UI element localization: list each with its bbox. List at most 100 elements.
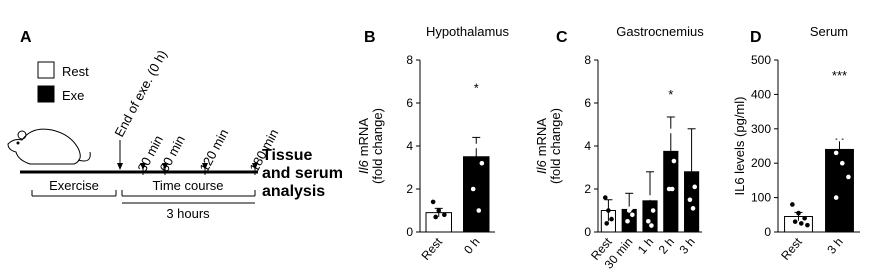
arrow-head <box>140 163 146 170</box>
data-point <box>671 158 677 164</box>
y-tick-label: 200 <box>751 156 771 170</box>
x-tick-label: Rest <box>418 234 445 262</box>
chart-title: Hypothalamus <box>426 24 510 39</box>
data-point <box>843 143 848 149</box>
bar <box>463 156 490 233</box>
data-point <box>628 206 633 211</box>
data-point <box>837 136 842 142</box>
y-tick-label: 8 <box>406 53 413 67</box>
phase-label: Time course <box>152 178 223 193</box>
data-point <box>690 206 696 211</box>
y-axis-label-text: mRNA <box>356 118 371 157</box>
data-point <box>470 186 476 192</box>
data-point <box>669 186 675 192</box>
chart-title: Serum <box>810 24 848 39</box>
data-point <box>604 221 610 226</box>
data-point <box>430 199 436 205</box>
panel-letter: C <box>556 29 568 46</box>
bar <box>663 150 679 233</box>
x-tick-label: 1 h <box>635 235 656 257</box>
data-point <box>692 184 698 190</box>
data-point <box>798 221 804 226</box>
legend-swatch <box>37 61 55 79</box>
data-point <box>796 210 801 216</box>
y-tick-label: 4 <box>584 139 591 153</box>
y-axis-label-text: mRNA <box>534 118 549 157</box>
data-point <box>790 202 795 207</box>
bar <box>825 148 854 233</box>
data-point <box>846 174 851 180</box>
legend-label: Exe <box>62 88 84 103</box>
y-tick-label: 6 <box>406 96 413 110</box>
data-point <box>831 81 836 87</box>
y-axis-label-italic: Il6 <box>356 160 371 175</box>
y-tick-label: 8 <box>584 53 591 67</box>
data-point <box>689 122 694 127</box>
y-tick-label: 0 <box>764 225 771 239</box>
significance: *** <box>832 68 847 83</box>
data-point <box>646 218 651 224</box>
bar <box>684 171 700 233</box>
phase-brackets <box>31 190 256 204</box>
arrow-head <box>252 163 258 170</box>
data-point <box>625 218 630 224</box>
y-tick-label: 6 <box>584 96 591 110</box>
endpoint-label: Tissue <box>262 147 313 164</box>
data-point <box>802 215 807 221</box>
y-tick-label: 0 <box>406 225 413 239</box>
legend-label: Rest <box>62 64 89 79</box>
data-point <box>473 143 479 149</box>
data-point <box>686 94 691 99</box>
y-tick-label: 500 <box>751 53 771 67</box>
y-tick-label: 400 <box>751 87 771 101</box>
data-point <box>805 222 810 228</box>
data-point <box>647 195 653 200</box>
arrow-head <box>202 163 208 170</box>
panel-letter: A <box>20 29 32 46</box>
x-tick-label: Rest <box>778 234 805 262</box>
data-point <box>687 197 693 203</box>
data-point <box>644 184 650 190</box>
data-point <box>479 160 485 166</box>
endpoint-label: and serum <box>262 165 343 182</box>
panel-letter: B <box>364 29 376 46</box>
data-point <box>606 208 611 213</box>
significance: * <box>668 87 673 102</box>
y-axis-label: Il6 mRNA <box>356 118 371 174</box>
data-point <box>476 208 482 213</box>
x-tick-label: 3 h <box>824 235 845 257</box>
panel-letter: D <box>750 29 762 46</box>
arrow-head <box>117 163 123 170</box>
y-axis-label: Il6 mRNA <box>534 118 549 174</box>
data-point <box>468 94 473 99</box>
x-tick-label: 0 h <box>461 235 482 257</box>
y-tick-label: 0 <box>584 225 591 239</box>
data-point <box>602 195 608 200</box>
data-point <box>609 216 614 222</box>
data-point <box>623 199 629 205</box>
chart-title: Gastrocnemius <box>616 24 704 39</box>
arrow-head <box>162 163 168 170</box>
data-point <box>442 212 447 218</box>
y-tick-label: 2 <box>584 182 591 196</box>
legend-swatch <box>37 85 55 103</box>
duration-label: 3 hours <box>166 206 210 221</box>
data-point <box>665 100 670 106</box>
x-tick-label: 3 h <box>676 235 697 257</box>
data-point <box>436 208 442 213</box>
y-tick-label: 2 <box>406 182 413 196</box>
arrow-label: End of exe. (0 h) <box>111 47 169 139</box>
mouse-icon <box>7 128 91 165</box>
y-axis-label-italic: Il6 <box>534 160 549 175</box>
y-tick-label: 4 <box>406 139 413 153</box>
significance: * <box>474 81 479 96</box>
y-tick-label: 100 <box>751 191 771 205</box>
data-point <box>433 214 438 220</box>
data-point <box>650 208 656 213</box>
data-point <box>833 195 839 200</box>
endpoint-label: analysis <box>262 183 325 200</box>
data-point <box>649 223 654 228</box>
y-axis-label: IL6 levels (pg/ml) <box>732 97 747 196</box>
y-axis-label: (fold change) <box>548 108 563 184</box>
